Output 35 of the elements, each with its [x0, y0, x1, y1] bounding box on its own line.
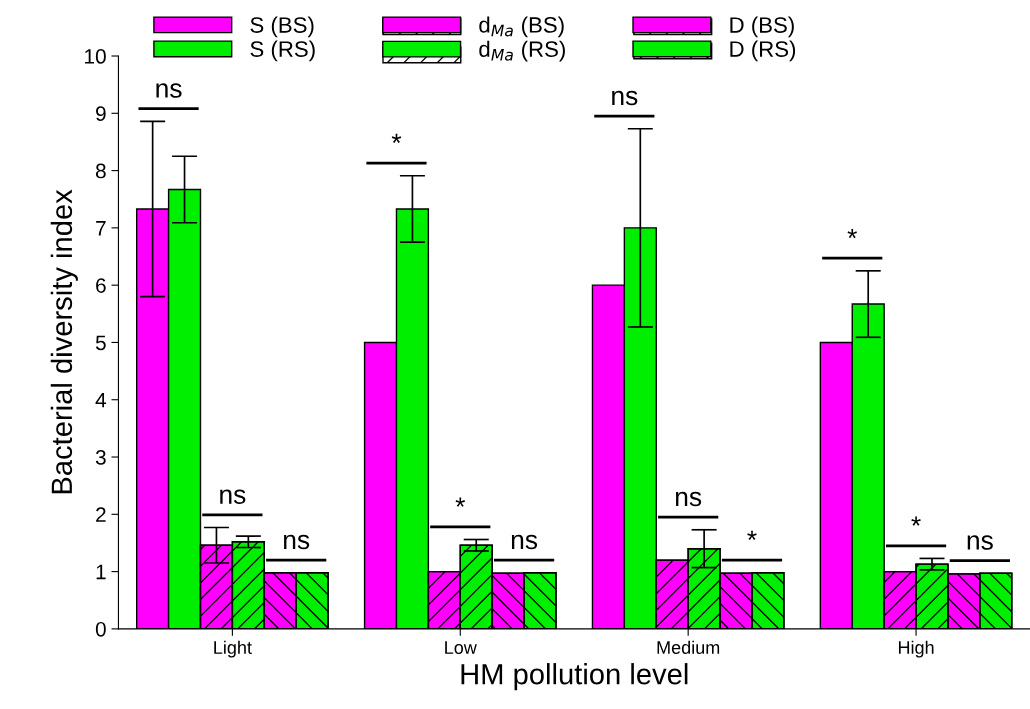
annotation: * — [747, 530, 757, 541]
y-axis-title: Bacterial diversity index — [50, 189, 78, 494]
x-axis-title: HM pollution level — [461, 663, 688, 691]
legend-label: D (RS) — [730, 40, 796, 62]
y-tick-label: 9 — [96, 106, 106, 122]
legend-label: d$_{Ma}$ (BS) — [479, 16, 564, 38]
legend-label: D (BS) — [730, 16, 794, 38]
legend-label: S (RS) — [250, 40, 315, 62]
annotation: ns — [675, 491, 702, 507]
x-tick-label: High — [898, 640, 934, 658]
y-tick-label: 7 — [96, 221, 106, 236]
annotation: ns — [511, 534, 538, 550]
annotation: * — [455, 497, 465, 507]
y-tick-label: 6 — [96, 278, 106, 293]
y-tick-label: 3 — [95, 450, 106, 465]
y-tick-label: 0 — [95, 621, 106, 637]
y-tick-label: 8 — [95, 163, 106, 179]
x-tick-label: Medium — [657, 640, 720, 654]
x-tick-label: Light — [214, 640, 252, 658]
annotation: ns — [967, 535, 993, 550]
annotation: * — [911, 516, 921, 526]
annotation: * — [847, 228, 857, 239]
legend-label: S (BS) — [250, 16, 314, 38]
y-tick-label: 4 — [95, 392, 107, 408]
y-tick-label: 1 — [96, 564, 106, 580]
annotation: ns — [220, 489, 246, 504]
annotation: * — [391, 133, 402, 144]
y-tick-label: 10 — [85, 49, 106, 64]
legend-label: d$_{Ma}$ (RS) — [479, 40, 565, 62]
x-tick-label: Low — [445, 641, 477, 654]
annotation: ns — [612, 90, 638, 106]
annotation: ns — [284, 534, 310, 550]
y-tick-label: 2 — [96, 507, 106, 522]
y-tick-label: 5 — [95, 335, 106, 351]
annotation: ns — [156, 83, 182, 98]
